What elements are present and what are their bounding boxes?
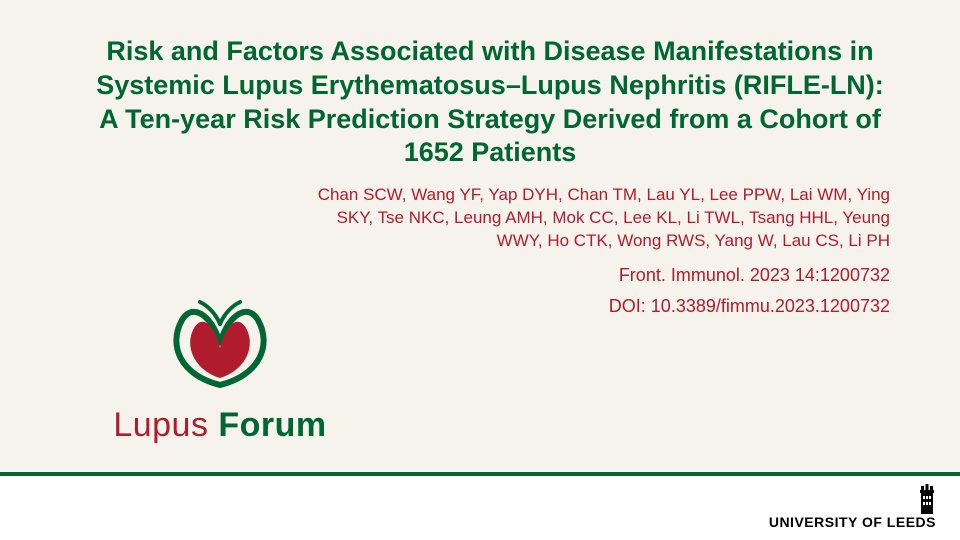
authors: Chan SCW, Wang YF, Yap DYH, Chan TM, Lau… — [90, 184, 890, 253]
slide: Risk and Factors Associated with Disease… — [0, 0, 960, 540]
tower-icon — [918, 484, 936, 514]
logo-word-forum: Forum — [208, 406, 326, 444]
logo-text: Lupus Forum — [95, 406, 345, 445]
footer-bar: UNIVERSITY OF LEEDS — [0, 472, 960, 540]
content-block: Risk and Factors Associated with Disease… — [90, 35, 890, 317]
logo-word-lupus: Lupus — [113, 406, 208, 444]
butterfly-icon — [160, 290, 280, 400]
journal-citation: Front. Immunol. 2023 14:1200732 — [90, 265, 890, 286]
university-logo: UNIVERSITY OF LEEDS — [769, 484, 936, 530]
university-name: UNIVERSITY OF LEEDS — [769, 514, 936, 530]
lupus-forum-logo: Lupus Forum — [95, 290, 345, 445]
title: Risk and Factors Associated with Disease… — [90, 35, 890, 170]
